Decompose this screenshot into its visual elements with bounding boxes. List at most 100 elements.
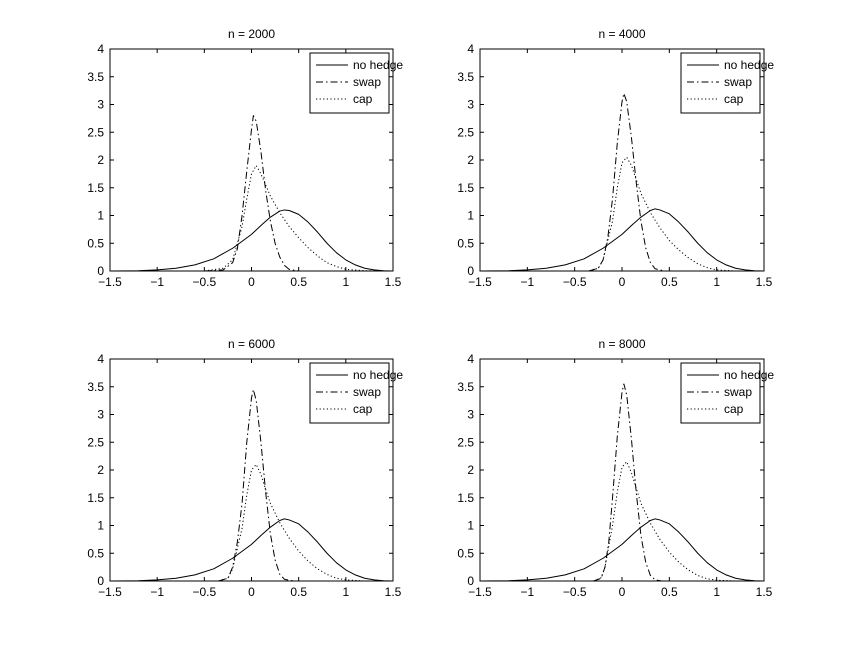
y-tick-label: 1 <box>467 519 474 533</box>
y-tick-label: 1.5 <box>457 181 474 195</box>
x-tick-label: −0.5 <box>563 275 587 289</box>
y-tick-label: 0.5 <box>87 236 104 250</box>
x-tick-label: −0.5 <box>563 585 587 599</box>
y-tick-label: 2.5 <box>457 125 474 139</box>
x-tick-label: −1.5 <box>468 275 492 289</box>
x-tick-label: −0.5 <box>192 585 216 599</box>
y-tick-label: 4 <box>97 352 104 366</box>
y-tick-label: 1 <box>467 209 474 223</box>
x-tick-label: 0.5 <box>661 585 678 599</box>
y-tick-label: 1.5 <box>457 491 474 505</box>
subplot-2: n = 4000 −1.5 −1 −0.5 0 0.5 1 1.5 0 0.5 1 1.5 2 2.5 3 3… <box>457 27 774 289</box>
legend: no hedge swap cap <box>309 52 403 114</box>
legend-label: swap <box>353 75 381 89</box>
x-tick-label: 0 <box>619 275 626 289</box>
x-tick-label: −1 <box>520 585 534 599</box>
series-line-cap <box>593 461 736 581</box>
x-tick-label: −1.5 <box>98 585 122 599</box>
subplot-1: n = 2000 −1.5 −1 −0.5 0 0.5 1 1.5 0 0.5 1 1.5 2 2.5 3 3… <box>87 27 403 289</box>
legend-box <box>309 52 390 114</box>
y-tick-label: 2.5 <box>457 435 474 449</box>
legend-label: no hedge <box>724 58 774 72</box>
x-tick-label: 1 <box>342 275 349 289</box>
legend-label: cap <box>724 92 744 106</box>
subplot-title: n = 4000 <box>598 27 645 41</box>
series-line-no-hedge <box>480 518 764 581</box>
y-tick-label: 0.5 <box>87 546 104 560</box>
legend: no hedge swap cap <box>680 362 774 424</box>
series-line-cap <box>204 165 384 271</box>
y-tick-label: 2 <box>467 153 474 167</box>
legend-label: no hedge <box>724 368 774 382</box>
series-line-no-hedge <box>110 209 393 271</box>
x-tick-label: 0.5 <box>290 275 307 289</box>
subplot-title: n = 8000 <box>598 337 645 351</box>
y-tick-label: 3.5 <box>87 70 104 84</box>
series-line-cap <box>218 463 365 581</box>
y-tick-label: 3 <box>467 408 474 422</box>
y-tick-label: 4 <box>467 352 474 366</box>
x-tick-label: −1.5 <box>468 585 492 599</box>
x-tick-label: −1 <box>520 275 534 289</box>
y-tick-label: 2 <box>467 463 474 477</box>
y-tick-label: 2.5 <box>87 125 104 139</box>
y-tick-label: 0 <box>97 574 104 588</box>
x-tick-label: 1.5 <box>756 275 773 289</box>
x-tick-label: −0.5 <box>192 275 216 289</box>
legend-label: cap <box>353 402 373 416</box>
y-tick-label: 1.5 <box>87 491 104 505</box>
x-tick-label: 0.5 <box>661 275 678 289</box>
legend-label: swap <box>724 75 752 89</box>
x-tick-label: 0 <box>619 585 626 599</box>
x-tick-label: −1.5 <box>98 275 122 289</box>
x-tick-label: 1.5 <box>385 585 402 599</box>
series-line-cap <box>588 156 736 271</box>
y-tick-label: 1 <box>97 209 104 223</box>
x-tick-label: 1.5 <box>756 585 773 599</box>
x-tick-label: 1 <box>713 275 720 289</box>
subplot-4: n = 8000 −1.5 −1 −0.5 0 0.5 1 1.5 0 0.5 1 1.5 2 2.5 3 3… <box>457 337 774 599</box>
y-tick-label: 0.5 <box>457 236 474 250</box>
legend-label: no hedge <box>353 58 403 72</box>
legend-label: cap <box>353 92 373 106</box>
legend-box <box>680 362 761 424</box>
y-tick-label: 3 <box>97 98 104 112</box>
y-tick-label: 0 <box>467 264 474 278</box>
y-tick-label: 4 <box>97 42 104 56</box>
legend-box <box>309 362 390 424</box>
subplot-3: n = 6000 −1.5 −1 −0.5 0 0.5 1 1.5 0 0.5 1 1.5 2 2.5 3 3… <box>87 337 403 599</box>
y-tick-label: 4 <box>467 42 474 56</box>
subplot-title: n = 6000 <box>228 337 275 351</box>
y-tick-label: 0 <box>467 574 474 588</box>
x-tick-label: −1 <box>150 275 164 289</box>
y-tick-label: 2 <box>97 153 104 167</box>
y-tick-label: 3.5 <box>457 70 474 84</box>
series-line-swap <box>218 389 295 581</box>
x-tick-label: 1 <box>342 585 349 599</box>
y-tick-label: 0.5 <box>457 546 474 560</box>
series-line-no-hedge <box>110 518 393 581</box>
x-tick-label: 1 <box>713 585 720 599</box>
legend: no hedge swap cap <box>309 362 403 424</box>
subplot-title: n = 2000 <box>228 27 275 41</box>
y-tick-label: 1.5 <box>87 181 104 195</box>
y-tick-label: 3.5 <box>457 380 474 394</box>
y-tick-label: 0 <box>97 264 104 278</box>
series-line-no-hedge <box>480 208 764 271</box>
legend-label: swap <box>724 385 752 399</box>
x-tick-label: −1 <box>150 585 164 599</box>
x-tick-label: 1.5 <box>385 275 402 289</box>
y-tick-label: 2 <box>97 463 104 477</box>
legend: no hedge swap cap <box>680 52 774 114</box>
y-tick-label: 2.5 <box>87 435 104 449</box>
y-tick-label: 3 <box>467 98 474 112</box>
series-line-swap <box>593 383 662 581</box>
x-tick-label: 0 <box>248 585 255 599</box>
legend-box <box>680 52 761 114</box>
x-tick-label: 0 <box>248 275 255 289</box>
series-line-swap <box>588 92 665 271</box>
legend-label: no hedge <box>353 368 403 382</box>
y-tick-label: 3.5 <box>87 380 104 394</box>
series-line-swap <box>204 115 299 271</box>
